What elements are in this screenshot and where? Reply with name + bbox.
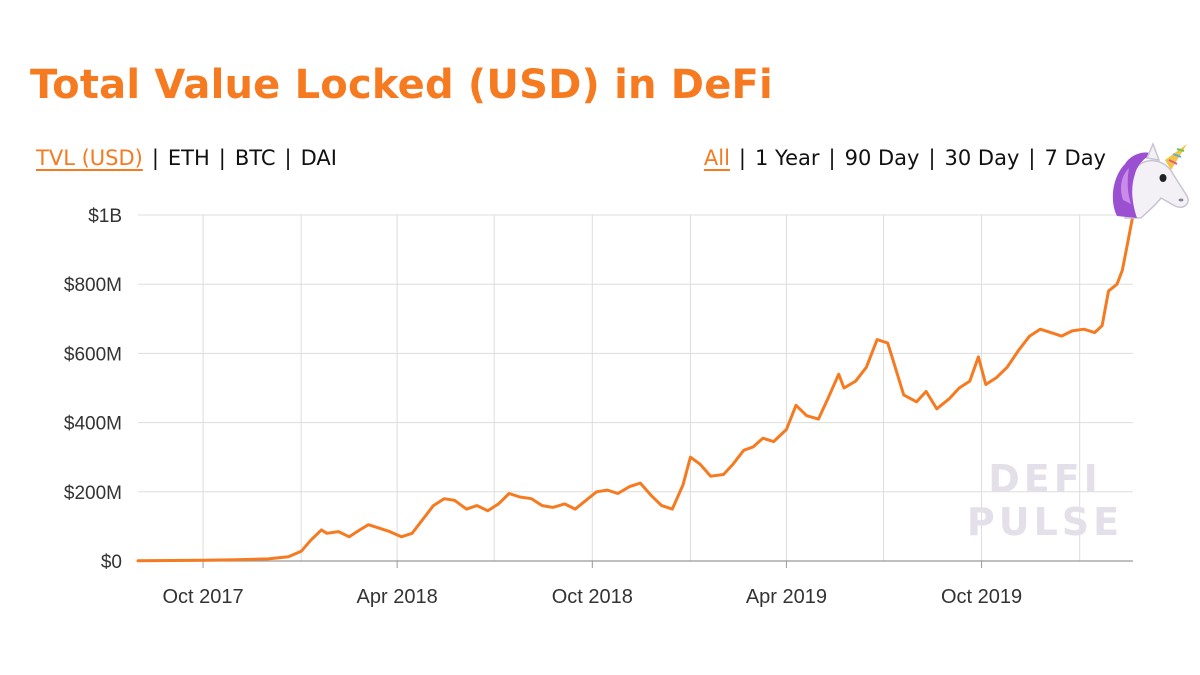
- tab-tvl-usd[interactable]: TVL (USD): [36, 146, 143, 170]
- x-tick-label: Apr 2018: [357, 586, 438, 608]
- y-tick-label: $1B: [88, 206, 122, 227]
- tvl-series-line: [136, 213, 1135, 563]
- defi-pulse-watermark: DEFI PULSE: [967, 457, 1123, 544]
- chart-axes: $0 $200M $400M $600M $800M $1B Oct 2017 Apr 201…: [64, 206, 1133, 608]
- tab-separator: |: [284, 146, 292, 170]
- y-tick-label: $600M: [64, 344, 122, 365]
- range-separator: |: [828, 146, 836, 170]
- x-tick-label: Oct 2017: [162, 586, 243, 608]
- range-separator: |: [928, 146, 936, 170]
- y-tick-label: $800M: [64, 275, 122, 296]
- y-tick-label: $0: [101, 552, 122, 573]
- range-separator: |: [1028, 146, 1036, 170]
- range-7-day[interactable]: 7 Day: [1044, 146, 1106, 170]
- tab-eth[interactable]: ETH: [167, 146, 210, 170]
- y-tick-label: $200M: [64, 483, 122, 504]
- metric-tabs: TVL (USD) | ETH | BTC | DAI: [36, 146, 337, 170]
- watermark-line2: PULSE: [967, 500, 1123, 544]
- range-separator: |: [738, 146, 746, 170]
- tab-dai[interactable]: DAI: [300, 146, 337, 170]
- x-tick-label: Oct 2018: [552, 586, 633, 608]
- range-all[interactable]: All: [703, 146, 730, 170]
- chart-series: [136, 213, 1135, 563]
- tab-btc[interactable]: BTC: [234, 146, 276, 170]
- unicorn-icon: [1112, 141, 1189, 219]
- tab-separator: |: [151, 146, 159, 170]
- x-tick-label: Apr 2019: [746, 586, 827, 608]
- range-90-day[interactable]: 90 Day: [844, 146, 920, 170]
- page-title: Total Value Locked (USD) in DeFi: [30, 62, 773, 108]
- x-tick-label: Oct 2019: [941, 586, 1022, 608]
- range-tabs: All | 1 Year | 90 Day | 30 Day | 7 Day: [704, 146, 1106, 170]
- tab-separator: |: [218, 146, 226, 170]
- range-30-day[interactable]: 30 Day: [944, 146, 1020, 170]
- y-tick-label: $400M: [64, 414, 122, 435]
- range-1-year[interactable]: 1 Year: [755, 146, 820, 170]
- watermark-line1: DEFI: [988, 457, 1102, 501]
